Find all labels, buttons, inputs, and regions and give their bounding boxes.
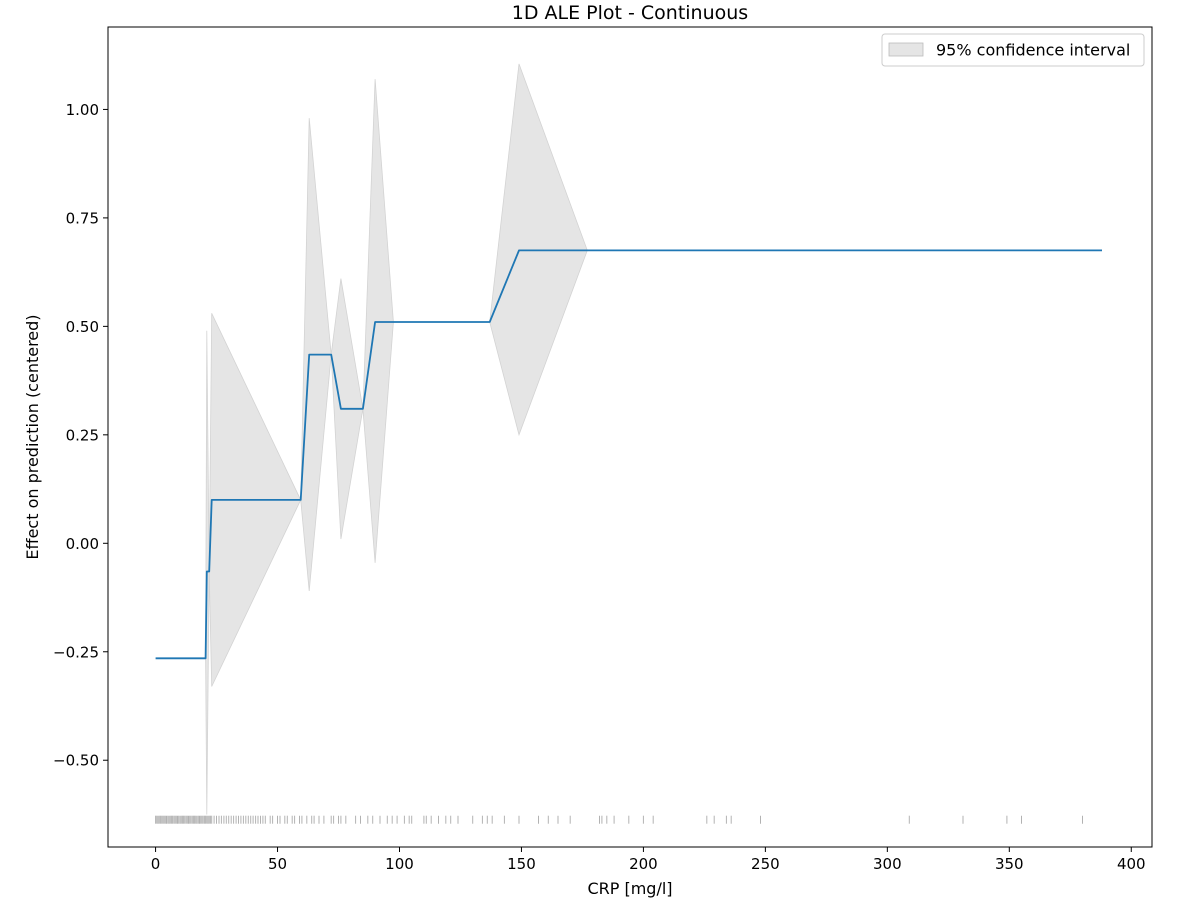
y-axis-label: Effect on prediction (centered) <box>23 314 42 559</box>
legend-swatch <box>888 42 924 57</box>
x-axis: 0 50 100 150 200 250 300 350 400 <box>151 847 1146 873</box>
x-tick-label: 100 <box>385 855 414 873</box>
y-tick-label: 0.25 <box>66 426 99 444</box>
x-axis-label: CRP [mg/l] <box>587 879 672 898</box>
x-tick-label: 50 <box>268 855 287 873</box>
plot-frame <box>107 26 1153 848</box>
legend-label: 95% confidence interval <box>936 41 1130 60</box>
x-tick-label: 0 <box>151 855 161 873</box>
y-tick-label: 1.00 <box>66 101 99 119</box>
y-tick-label: −0.25 <box>53 643 99 661</box>
confidence-band-layer <box>155 63 1102 815</box>
y-tick-label: −0.50 <box>53 752 99 770</box>
rug-layer <box>155 815 1083 824</box>
y-tick-label: 0.75 <box>66 209 99 227</box>
x-tick-label: 400 <box>1117 855 1146 873</box>
x-tick-label: 250 <box>751 855 780 873</box>
legend-box <box>881 33 1145 67</box>
chart-title: 1D ALE Plot - Continuous <box>512 2 748 24</box>
x-tick-label: 350 <box>995 855 1024 873</box>
y-tick-label: 0.00 <box>66 535 99 553</box>
x-tick-label: 200 <box>629 855 658 873</box>
legend: 95% confidence interval <box>881 33 1145 67</box>
ale-line-layer <box>155 249 1102 660</box>
y-axis: −0.50 −0.25 0.00 0.25 0.50 0.75 1.00 <box>53 101 108 770</box>
ale-line <box>155 249 1102 660</box>
x-tick-label: 300 <box>873 855 902 873</box>
confidence-band <box>155 63 1102 815</box>
x-tick-label: 150 <box>507 855 536 873</box>
y-tick-label: 0.50 <box>66 318 99 336</box>
